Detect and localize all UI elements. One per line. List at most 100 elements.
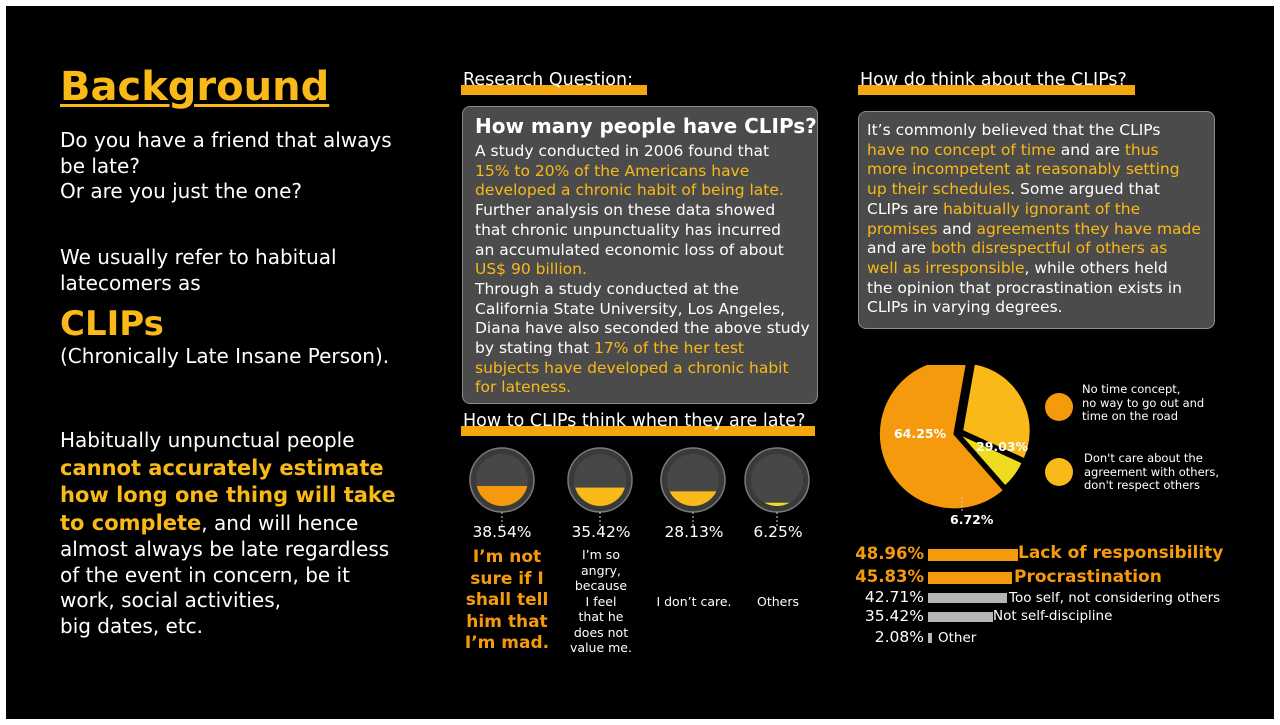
habit-line-3: to complete, and will hence <box>60 510 396 538</box>
gauge-fill <box>574 487 626 506</box>
background-title: Background <box>60 64 330 110</box>
think-line-8: well as irresponsible, while others held <box>867 259 1201 279</box>
gauge-pct-3: 28.13% <box>664 523 724 541</box>
research-line-4: Further analysis on these data showed <box>475 201 776 220</box>
think-line-5b: habitually ignorant of the <box>943 199 1141 218</box>
think-line-2c: thus <box>1124 140 1159 159</box>
gauge-fill <box>751 502 803 506</box>
legend-swatch-2 <box>1045 458 1073 486</box>
think-line-7b: both disrespectful of others as <box>931 239 1168 258</box>
pie-slice-1 <box>878 365 1005 510</box>
gauge-label-2-line: value me. <box>570 640 632 655</box>
pie-chart <box>878 365 1032 513</box>
think-card-text: It’s commonly believed that the CLIPs ha… <box>867 121 1201 318</box>
clips-heading: CLIPs <box>60 304 164 344</box>
think-line-5: CLIPs are habitually ignorant of the <box>867 200 1201 220</box>
gauge-label-2-line: angry, <box>580 562 622 578</box>
pie-slice-3 <box>959 433 1024 488</box>
think-line-3: more incompetent at reasonably setting <box>867 160 1180 179</box>
legend-1: No time concept, no way to go out and ti… <box>1082 382 1205 424</box>
think-line-6: promises and agreements they have made <box>867 220 1201 240</box>
refer-text: We usually refer to habitual latecomers … <box>60 245 337 296</box>
think-line-7a: and are <box>867 239 932 258</box>
gauge-label-1-line: him that <box>466 611 548 632</box>
habit-intro: Habitually unpunctual people <box>60 428 355 452</box>
research-line-1: A study conducted in 2006 found that <box>475 142 770 160</box>
hbar-4 <box>928 612 994 622</box>
think-line-5a: CLIPs are <box>867 199 944 218</box>
gauge-pct-1: 38.54% <box>472 523 532 541</box>
think-line-1: It’s commonly believed that the CLIPs <box>867 121 1161 139</box>
hbar-chart: 48.96% Lack of responsibility 45.83% Pro… <box>854 542 1254 652</box>
hbar-label-5: Other <box>938 630 977 646</box>
gauge-chart <box>469 447 810 528</box>
research-header-bar <box>461 85 648 95</box>
legend-1-line: No time concept, <box>1082 382 1181 396</box>
think-line-4: up their schedules. Some argued that <box>867 180 1201 200</box>
hbar-pct-1: 48.96% <box>855 544 924 563</box>
think-line-8a: well as irresponsible <box>867 258 1025 277</box>
habit-line-4: almost always be late regardless <box>60 537 390 561</box>
pie-slice-2 <box>961 365 1032 460</box>
hbar-pct-3: 42.71% <box>864 588 924 606</box>
research-line-12: subjects have developed a chronic habit <box>475 358 789 377</box>
research-line-13: for lateness. <box>475 378 572 397</box>
pie-label-2: 29.03% <box>976 439 1029 454</box>
hbar-1 <box>928 549 1019 561</box>
think-line-8b: , while others held <box>1024 258 1168 277</box>
gauge-4 <box>744 447 810 528</box>
gauge-1 <box>469 447 535 528</box>
think-line-2b: and are <box>1055 140 1125 159</box>
gauge-fill <box>476 485 528 506</box>
legend-2-line: don't respect others <box>1084 478 1200 492</box>
gauge-label-1-line: shall tell <box>465 590 549 610</box>
hbar-3 <box>928 593 1007 603</box>
gauge-face <box>751 454 803 506</box>
habit-line-6: work, social activities, <box>60 588 282 612</box>
habit-line-7: big dates, etc. <box>60 613 204 638</box>
hbar-5 <box>928 633 932 643</box>
research-line-8: Through a study conducted at the <box>475 279 739 298</box>
hbar-pct-5: 2.08% <box>874 628 924 646</box>
research-line-2: 15% to 20% of the Americans have <box>475 161 750 180</box>
research-header: Research Question: <box>461 70 648 95</box>
habit-bold-3: to complete <box>60 510 202 535</box>
think-line-10: CLIPs in varying degrees. <box>867 298 1063 317</box>
think-header-bar <box>858 85 1135 95</box>
hbar-label-3: Too self, not considering others <box>1009 590 1221 606</box>
research-line-9: California State University, Los Angeles… <box>475 299 786 318</box>
gauge-label-2-line: I feel <box>585 593 617 609</box>
gauge-label-2-line: I’m so <box>582 547 620 562</box>
legend-2-line: Don't care about the <box>1084 451 1203 465</box>
refer-line-1: We usually refer to habitual <box>60 245 337 269</box>
think-line-6a: promises <box>867 219 938 238</box>
legend-1-line: no way to go out and <box>1082 395 1205 410</box>
think-line-6b: and <box>937 219 977 238</box>
research-line-3: developed a chronic habit of being late. <box>475 181 784 200</box>
habit-bold-2: how long one thing will take <box>60 483 396 507</box>
think-header-text: How do think about the CLIPs? <box>860 70 1127 90</box>
late-header-bar <box>461 426 816 436</box>
think-line-4b: . Some argued that <box>1010 180 1160 199</box>
gauge-label-1: I’m not sure if I shall tell him that I’… <box>457 547 557 655</box>
research-card-text: A study conducted in 2006 found that 15%… <box>475 142 810 398</box>
gauge-label-1-line: sure if I <box>470 568 544 589</box>
gauge-label-4: Others <box>756 594 799 609</box>
hbar-label-1: Lack of responsibility <box>1018 543 1224 563</box>
legend-1-line: time on the road <box>1082 409 1179 423</box>
legend-2: Don't care about the agreement with othe… <box>1084 451 1220 493</box>
gauge-label-2-line: that he <box>578 609 624 624</box>
think-line-9: the opinion that procrastination exists … <box>867 278 1182 297</box>
gauge-label-2-line: because <box>574 578 628 593</box>
hbar-label-2: Procrastination <box>1014 567 1162 587</box>
research-header-text: Research Question: <box>463 70 634 90</box>
hbar-2 <box>928 572 1013 584</box>
think-line-2a: have no concept of time <box>867 140 1056 159</box>
refer-line-2: latecomers as <box>60 270 201 295</box>
think-line-6c: agreements they have made <box>976 219 1201 238</box>
habit-line-5: of the event in concern, be it <box>60 562 350 587</box>
research-line-7: US$ 90 billion. <box>475 260 587 279</box>
question-line-1: Do you have a friend that always <box>60 128 392 152</box>
legend-2-line: agreement with others, <box>1084 464 1220 479</box>
gauge-label-2: I’m so angry, because I feel that he doe… <box>561 547 641 656</box>
